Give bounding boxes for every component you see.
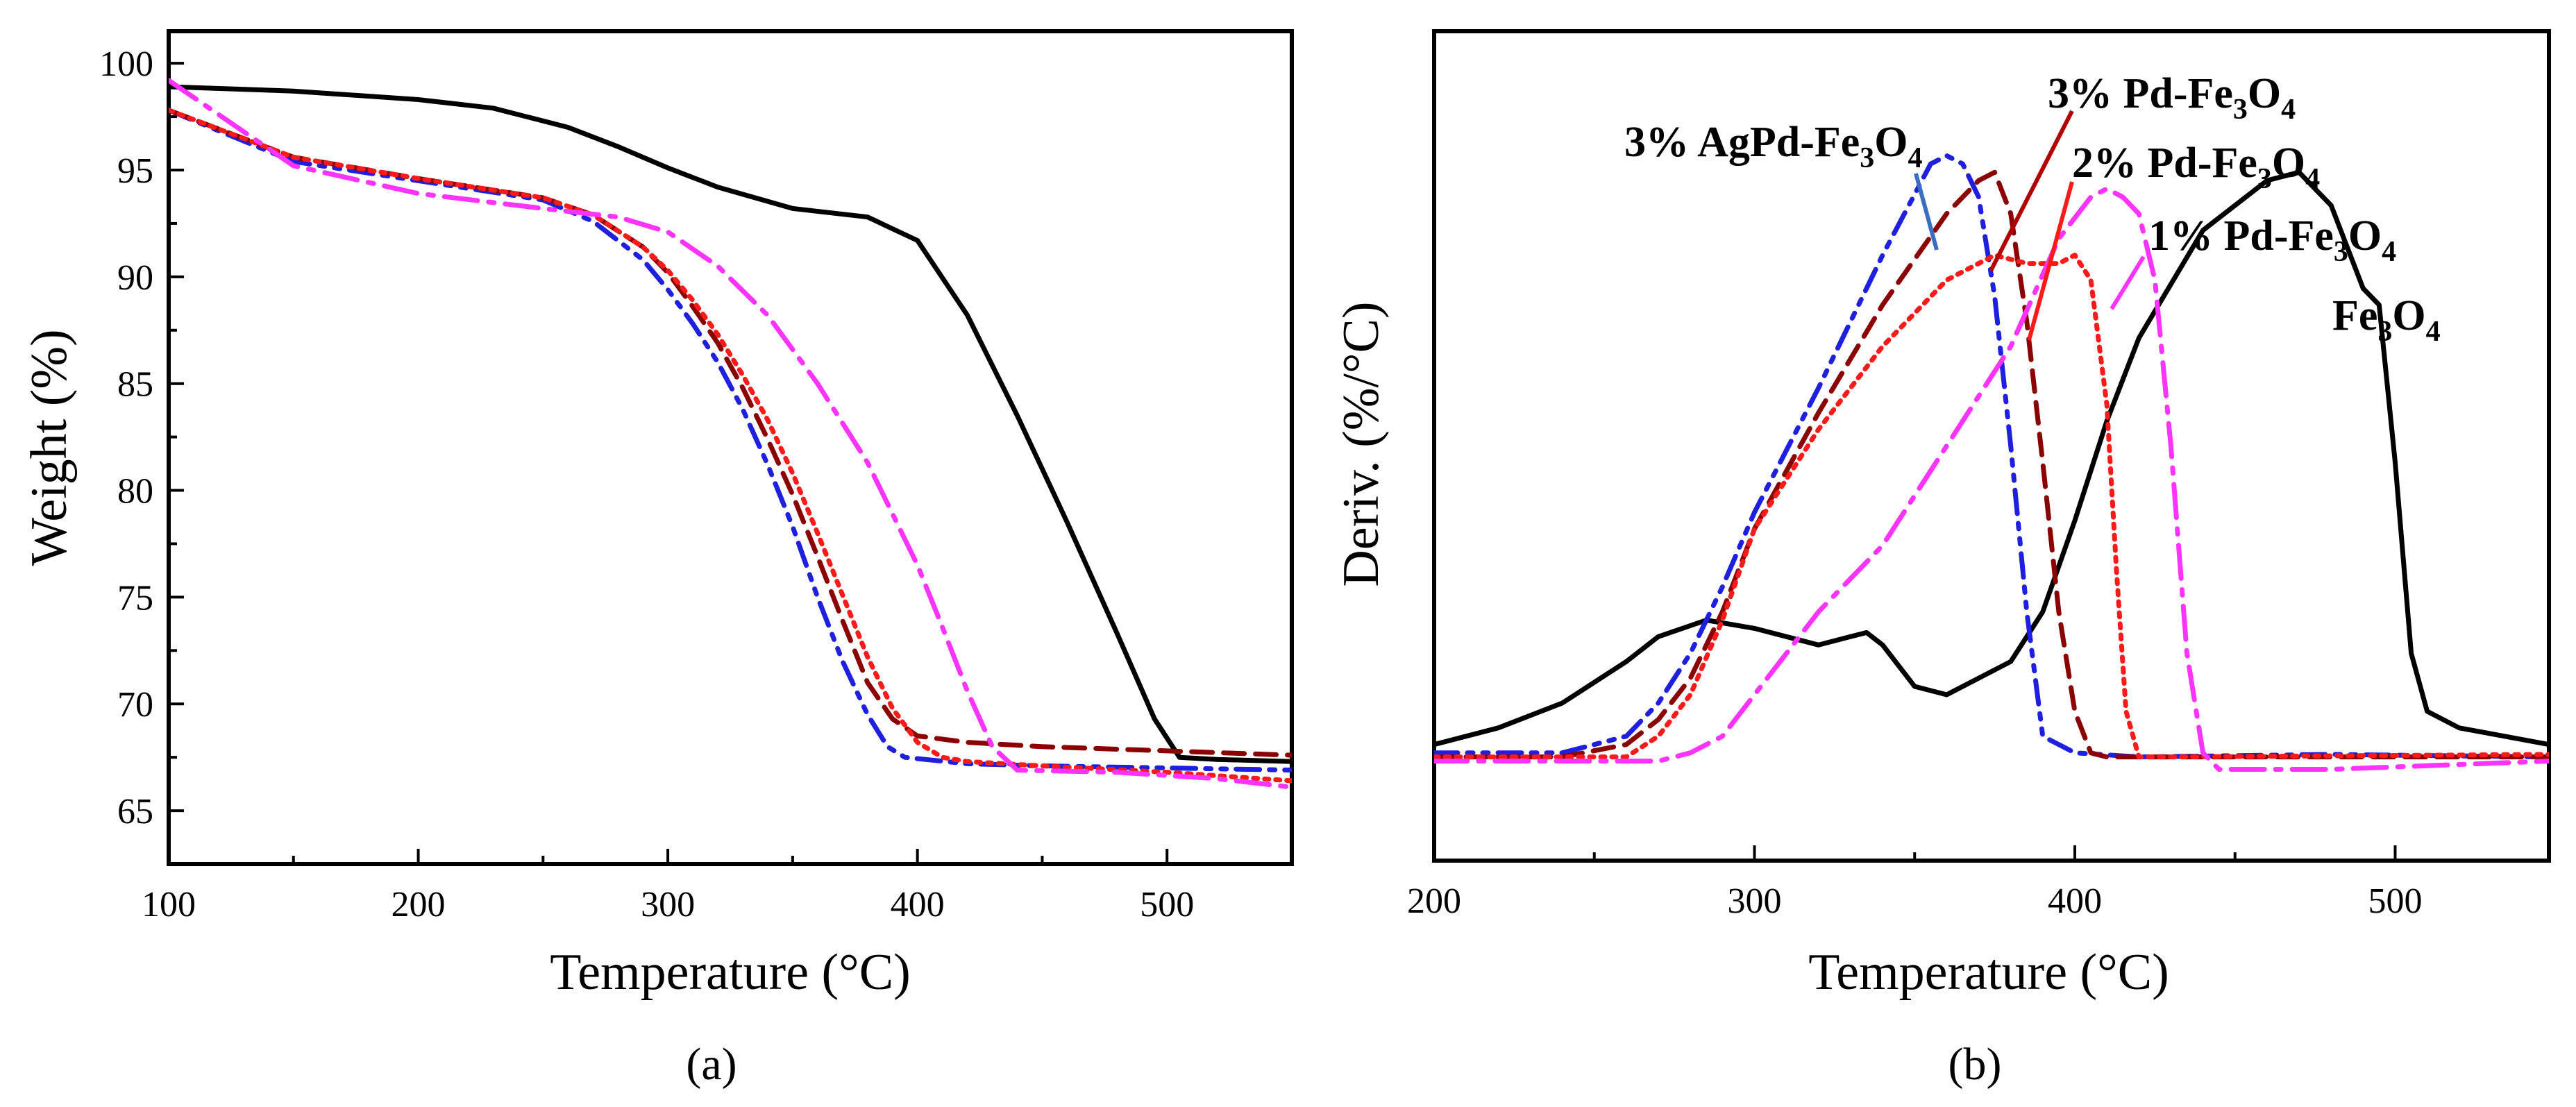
series-line-3-pd-fe3o4 [1434, 169, 2549, 760]
y-tick-label: 80 [117, 472, 153, 512]
series-line-2-pd-fe3o4 [1434, 253, 2549, 760]
x-tick-label: 400 [2048, 881, 2102, 921]
annotation-leader [2110, 255, 2146, 310]
x-tick-label: 200 [1407, 881, 1461, 921]
annotation-label: 1% Pd-Fe3O4 [2148, 212, 2396, 268]
ticks-b: 200 300 400 500 [1407, 845, 2422, 921]
chart-panel-b: 200 300 400 500 3% AgPd-Fe3O4 3% Pd-Fe3O4 2% … [1333, 29, 2551, 1090]
annotation-label: Fe3O4 [2332, 292, 2441, 348]
chart-panel-a: 100 200 300 400 500 65 70 75 80 85 90 95 100 Tempera… [21, 29, 1294, 1090]
x-tick-label: 100 [142, 885, 196, 924]
annotation-label: 3% AgPd-Fe3O4 [1624, 119, 1922, 174]
y-tick-label: 65 [117, 792, 153, 831]
y-tick-label: 90 [117, 258, 153, 298]
plot-frame-b [1432, 29, 2551, 863]
series-line-2-pd-fe3o4 [169, 108, 1292, 784]
panel-label-b: (b) [1948, 1039, 2002, 1090]
y-tick-label: 70 [117, 685, 153, 725]
x-tick-label: 400 [891, 885, 945, 924]
series-lines-b [1434, 153, 2549, 772]
y-axis-label-b: Deriv. (%/°C) [1333, 301, 1390, 586]
ticks-a: 100 200 300 400 500 65 70 75 80 85 90 95 100 [99, 44, 1293, 924]
y-tick-label: 95 [117, 151, 153, 191]
x-tick-label: 500 [2368, 881, 2422, 921]
annotation-label: 3% Pd-Fe3O4 [2048, 70, 2296, 126]
series-line-1-pd-fe3o4 [1434, 186, 2549, 772]
series-line-3-agpd-fe3o4 [1434, 153, 2549, 760]
annotation-leader [1914, 173, 1939, 251]
panel-label-a: (a) [686, 1039, 736, 1090]
x-tick-label: 200 [392, 885, 446, 924]
annotation-label: 2% Pd-Fe3O4 [2072, 140, 2320, 195]
y-tick-label: 75 [117, 578, 153, 618]
annotations-b: 3% AgPd-Fe3O4 3% Pd-Fe3O4 2% Pd-Fe3O4 1% Pd… [1624, 70, 2441, 348]
series-line-3-pd-fe3o4 [169, 108, 1292, 758]
y-tick-label: 85 [117, 365, 153, 405]
series-line-1-pd-fe3o4 [169, 78, 1292, 790]
annotation-leader [2027, 181, 2074, 341]
annotation-leader [1989, 110, 2074, 272]
y-axis-label-a: Weight (%) [21, 329, 78, 566]
x-tick-label: 500 [1140, 885, 1194, 924]
y-tick-label: 100 [99, 44, 153, 84]
series-lines-a [169, 78, 1292, 790]
x-axis-label-b: Temperature (°C) [1808, 944, 2169, 1001]
plot-frame-a [167, 29, 1294, 866]
series-line-3-agpd-fe3o4 [169, 108, 1292, 773]
series-line-fe3o4 [169, 84, 1292, 764]
x-axis-label-a: Temperature (°C) [550, 944, 911, 1001]
x-tick-label: 300 [641, 885, 695, 924]
x-tick-label: 300 [1727, 881, 1781, 921]
series-line-fe3o4 [1434, 169, 2549, 747]
